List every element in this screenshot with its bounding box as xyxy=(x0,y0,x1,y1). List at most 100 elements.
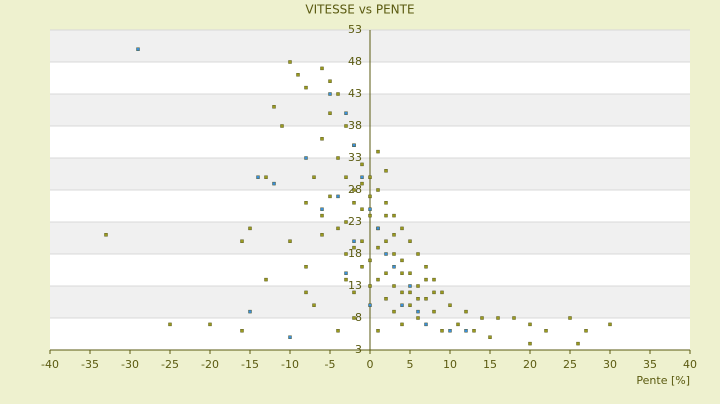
point xyxy=(400,226,404,231)
point xyxy=(344,252,348,256)
point xyxy=(304,156,308,160)
y-tick-label: 53 xyxy=(348,23,362,36)
point xyxy=(368,175,372,179)
x-tick-label: -35 xyxy=(81,358,99,371)
point xyxy=(384,239,388,243)
x-tick-label: -25 xyxy=(161,358,179,371)
point xyxy=(336,226,340,231)
x-tick-label: -15 xyxy=(241,358,259,371)
point xyxy=(432,309,436,314)
point xyxy=(344,220,348,224)
point xyxy=(256,175,260,179)
point xyxy=(384,297,388,301)
point xyxy=(584,329,588,333)
point xyxy=(392,233,396,237)
point xyxy=(352,245,356,250)
point xyxy=(352,188,356,192)
point xyxy=(368,194,372,199)
point xyxy=(480,316,484,320)
point xyxy=(352,239,356,243)
point xyxy=(304,290,308,295)
point xyxy=(608,322,612,327)
point xyxy=(376,226,380,231)
point xyxy=(304,201,308,205)
point xyxy=(336,194,340,199)
point xyxy=(416,284,420,288)
point xyxy=(408,284,412,288)
x-tick-label: -5 xyxy=(325,358,336,371)
point xyxy=(384,271,388,275)
point xyxy=(416,252,420,256)
point xyxy=(512,316,516,320)
point xyxy=(368,303,372,307)
point xyxy=(288,335,292,339)
x-tick-label: 40 xyxy=(683,358,697,371)
point xyxy=(264,277,268,282)
point xyxy=(392,265,396,269)
point xyxy=(416,297,420,301)
point xyxy=(384,213,388,218)
point xyxy=(424,297,428,301)
point xyxy=(320,207,324,211)
point xyxy=(240,329,244,333)
point xyxy=(432,277,436,282)
point xyxy=(376,149,380,154)
point xyxy=(440,329,444,333)
point xyxy=(544,329,548,333)
point xyxy=(392,284,396,288)
point xyxy=(320,233,324,237)
point xyxy=(304,85,308,90)
point xyxy=(496,316,500,320)
point xyxy=(344,271,348,275)
point xyxy=(328,79,332,83)
point xyxy=(328,111,332,115)
point xyxy=(312,175,316,179)
point xyxy=(400,258,404,263)
x-tick-label: 30 xyxy=(603,358,617,371)
point xyxy=(400,322,404,327)
point xyxy=(424,322,428,327)
point xyxy=(360,175,364,179)
point xyxy=(408,239,412,243)
chart-title: VITESSE vs PENTE xyxy=(305,3,414,17)
point xyxy=(432,290,436,295)
point xyxy=(344,277,348,282)
x-tick-label: 20 xyxy=(523,358,537,371)
point xyxy=(272,181,276,186)
point xyxy=(472,329,476,333)
point xyxy=(448,303,452,307)
x-tick-label: 25 xyxy=(563,358,577,371)
point xyxy=(136,47,140,51)
point xyxy=(384,201,388,205)
point xyxy=(368,284,372,288)
point xyxy=(304,265,308,269)
point xyxy=(320,66,324,71)
y-tick-label: 38 xyxy=(348,119,362,132)
point xyxy=(400,290,404,295)
point xyxy=(360,162,364,167)
point xyxy=(264,175,268,179)
point xyxy=(336,329,340,333)
point xyxy=(416,309,420,314)
x-tick-label: -10 xyxy=(281,358,299,371)
point xyxy=(424,265,428,269)
point xyxy=(376,245,380,250)
point xyxy=(384,252,388,256)
y-tick-label: 33 xyxy=(348,151,362,164)
point xyxy=(360,265,364,269)
point xyxy=(568,316,572,320)
point xyxy=(352,201,356,205)
point xyxy=(352,316,356,320)
point xyxy=(408,271,412,275)
point xyxy=(312,303,316,307)
y-tick-label: 13 xyxy=(348,279,362,292)
point xyxy=(360,207,364,211)
point xyxy=(288,60,292,64)
point xyxy=(464,329,468,333)
y-tick-label: 18 xyxy=(348,247,362,260)
point xyxy=(456,322,460,327)
point xyxy=(488,335,492,339)
point xyxy=(352,143,356,147)
point xyxy=(360,181,364,186)
